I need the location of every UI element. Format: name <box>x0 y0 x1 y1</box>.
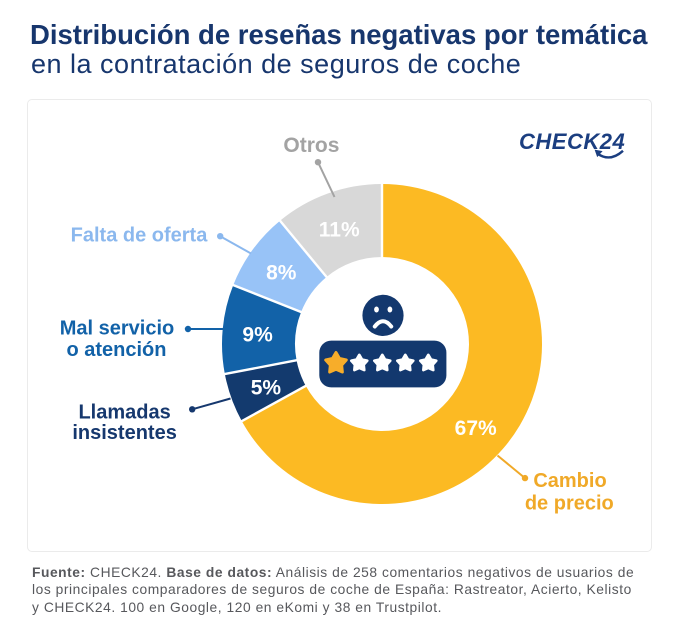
svg-text:Mal servicio: Mal servicio <box>60 317 175 339</box>
svg-text:Falta de oferta: Falta de oferta <box>71 225 209 247</box>
svg-text:9%: 9% <box>242 324 273 347</box>
svg-text:Otros: Otros <box>283 134 339 157</box>
svg-text:Cambio: Cambio <box>533 470 606 492</box>
svg-text:CHECK24: CHECK24 <box>519 129 625 154</box>
svg-text:de precio: de precio <box>525 492 614 514</box>
svg-text:o atención: o atención <box>66 339 166 361</box>
svg-text:8%: 8% <box>266 262 297 285</box>
svg-text:5%: 5% <box>251 376 282 399</box>
svg-text:67%: 67% <box>455 417 497 440</box>
svg-text:11%: 11% <box>319 218 360 241</box>
svg-text:Llamadas: Llamadas <box>78 402 170 424</box>
svg-text:insistentes: insistentes <box>72 422 176 444</box>
